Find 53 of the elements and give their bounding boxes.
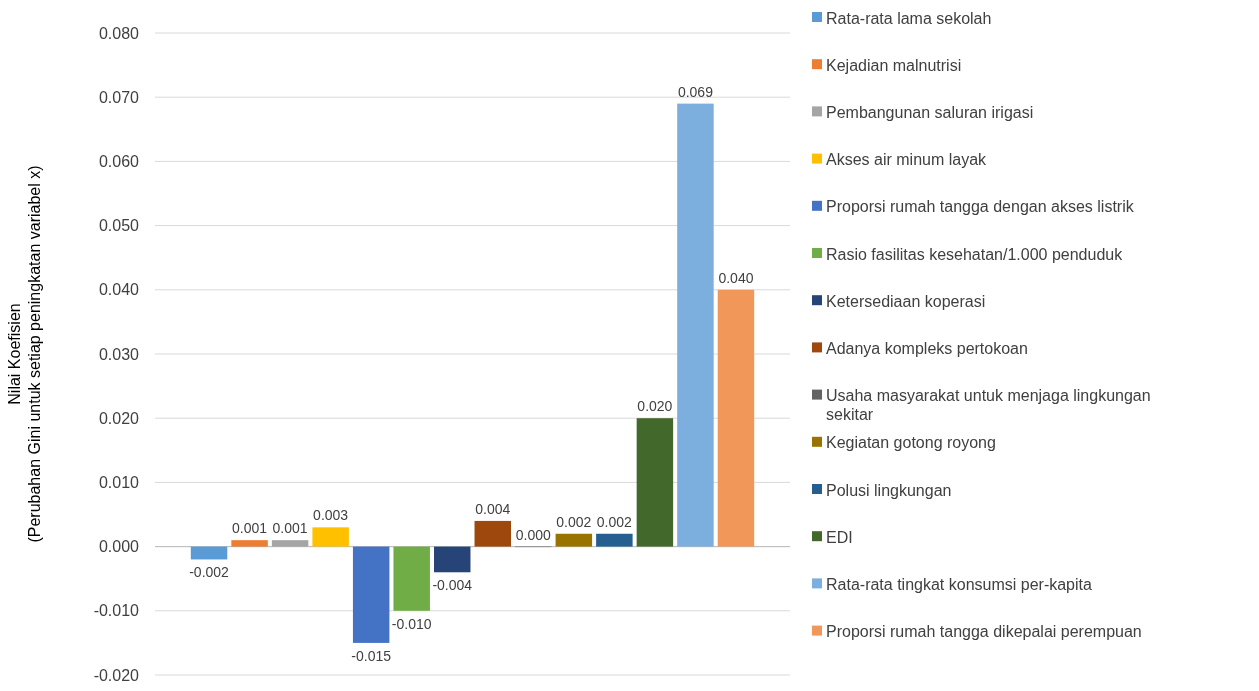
legend-label: Proporsi rumah tangga dengan akses listrik xyxy=(826,198,1135,216)
legend-label: Kejadian malnutrisi xyxy=(826,56,962,74)
data-label: 0.002 xyxy=(596,513,633,530)
data-label: -0.002 xyxy=(189,564,230,581)
y-tick-label: 0.000 xyxy=(98,538,140,556)
y-tick-label: 0.020 xyxy=(98,409,140,427)
legend-label: Akses air minum layak xyxy=(826,151,988,169)
bar xyxy=(393,546,430,611)
bar xyxy=(352,546,390,643)
legend-label: Ketersediaan koperasi xyxy=(826,292,986,310)
bar xyxy=(636,418,674,547)
legend-label: Rata-rata tingkat konsumsi per-kapita xyxy=(826,576,1092,593)
legend-label: Rasio fasilitas kesehatan/1.000 penduduk xyxy=(826,245,1124,263)
legend-label: Proporsi rumah tangga dikepalai perempuan xyxy=(826,623,1142,641)
bar xyxy=(677,103,714,547)
y-tick-label: 0.080 xyxy=(98,24,140,42)
y-axis-title: Nilai Koefisien (Perubahan Gini untuk setiap peningkatan variabel x) xyxy=(6,165,43,543)
bar xyxy=(555,533,593,547)
data-label: 0.001 xyxy=(232,520,268,537)
y-tick-label: 0.070 xyxy=(98,88,140,106)
data-label: -0.015 xyxy=(351,647,392,664)
data-label: 0.004 xyxy=(475,500,511,517)
legend-label: Adanya kompleks pertokoan xyxy=(826,340,1028,357)
legend-label: Usaha masyarakat untuk menjaga lingkungan sekitar xyxy=(826,387,1151,424)
bar xyxy=(231,540,268,547)
data-label: -0.004 xyxy=(432,577,473,594)
data-label: 0.000 xyxy=(515,526,552,543)
y-tick-label: 0.040 xyxy=(98,281,140,299)
bar xyxy=(474,520,512,547)
data-label: 0.002 xyxy=(556,513,592,530)
data-label: 0.040 xyxy=(718,269,754,286)
data-label: 0.069 xyxy=(677,83,714,100)
y-tick-label: 0.060 xyxy=(98,153,140,170)
legend-label: EDI xyxy=(826,528,853,546)
legend-label: Polusi lingkungan xyxy=(826,481,952,499)
bar xyxy=(271,540,309,547)
y-tick-label: -0.020 xyxy=(93,666,140,684)
bar xyxy=(434,546,471,573)
y-tick-label: 0.010 xyxy=(98,474,140,491)
legend-label: Rata-rata lama sekolah xyxy=(826,9,992,27)
bar xyxy=(190,546,228,560)
bar xyxy=(312,527,349,547)
data-label: 0.001 xyxy=(272,520,308,537)
data-label: -0.010 xyxy=(391,615,432,632)
legend-label: Kegiatan gotong royong xyxy=(826,434,996,452)
y-tick-label: -0.010 xyxy=(93,602,140,620)
data-label: 0.020 xyxy=(637,398,673,415)
bar xyxy=(717,289,755,547)
y-tick-label: 0.050 xyxy=(98,217,140,235)
data-label: 0.003 xyxy=(313,507,349,524)
y-tick-label: 0.030 xyxy=(98,345,140,363)
bar xyxy=(596,533,633,547)
legend-label: Pembangunan saluran irigasi xyxy=(826,104,1034,121)
